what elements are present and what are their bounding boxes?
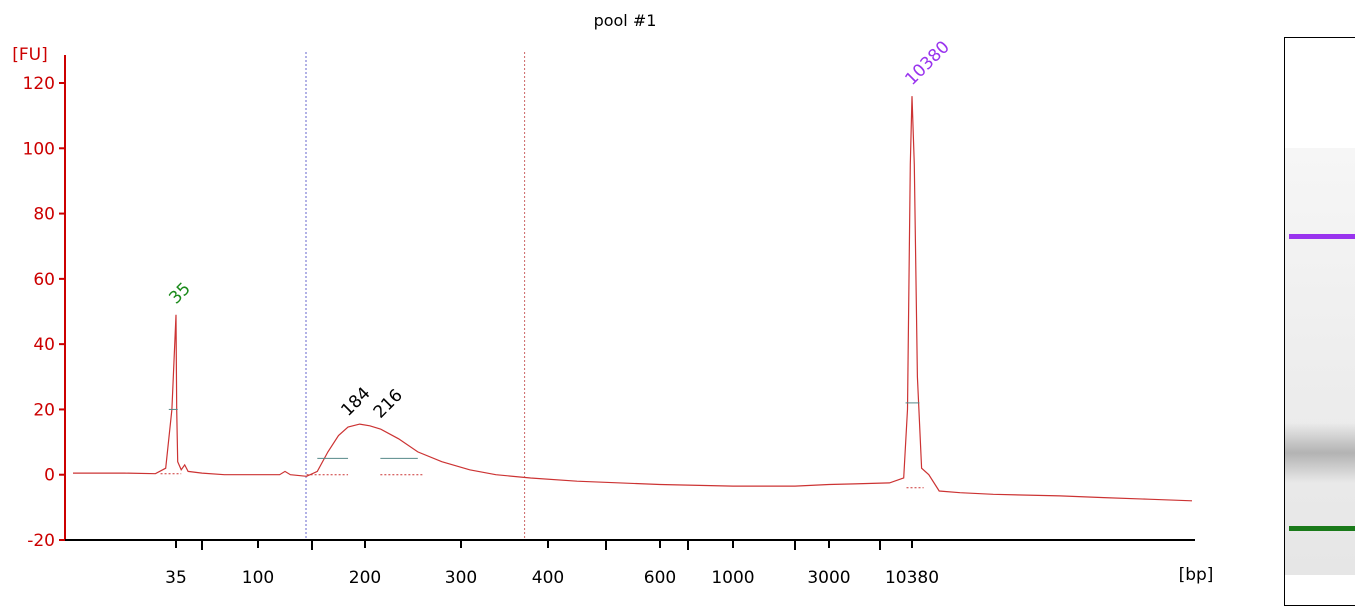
y-tick-label: -20 bbox=[27, 531, 55, 551]
electropherogram-trace bbox=[73, 96, 1193, 502]
y-tick-label: 20 bbox=[33, 400, 55, 420]
trace-series bbox=[73, 96, 1193, 502]
chart-title: pool #1 bbox=[594, 11, 657, 30]
region-markers bbox=[305, 52, 526, 540]
y-tick-label: 120 bbox=[23, 74, 55, 94]
peak-label: 35 bbox=[165, 279, 194, 308]
x-tick-label: 400 bbox=[532, 568, 564, 588]
y-tick-label: 80 bbox=[33, 205, 55, 225]
axis-ticks: -20 0 20 40 60 80 100 120 35 100 200 300 400 600 1000 3… bbox=[23, 74, 940, 588]
gel-band-lower-marker bbox=[1289, 526, 1355, 531]
electropherogram-chart: pool #1 [FU] [bp] -20 0 20 40 60 80 100 120 35 10… bbox=[12, 11, 1214, 588]
peak-label: 216 bbox=[370, 385, 407, 422]
gel-lane bbox=[1285, 148, 1355, 575]
y-tick-label: 60 bbox=[33, 270, 55, 290]
peak-label: 10380 bbox=[901, 37, 953, 89]
peak-label: 184 bbox=[337, 384, 374, 421]
y-axis-unit: [FU] bbox=[12, 45, 48, 65]
y-tick-label: 100 bbox=[23, 139, 55, 159]
x-tick-label: 35 bbox=[165, 568, 187, 588]
gel-lane-panel bbox=[1284, 37, 1355, 606]
x-tick-label: 3000 bbox=[807, 568, 850, 588]
x-axis-unit: [bp] bbox=[1179, 565, 1214, 585]
x-tick-label: 600 bbox=[644, 568, 676, 588]
y-tick-label: 0 bbox=[44, 466, 55, 486]
x-tick-label: 1000 bbox=[711, 568, 754, 588]
y-tick-label: 40 bbox=[33, 335, 55, 355]
gel-band-upper-marker bbox=[1289, 234, 1355, 239]
x-tick-label: 200 bbox=[349, 568, 381, 588]
x-tick-label: 100 bbox=[242, 568, 274, 588]
axes bbox=[64, 55, 1195, 541]
x-tick-label: 10380 bbox=[885, 568, 939, 588]
x-tick-label: 300 bbox=[445, 568, 477, 588]
gel-smear bbox=[1285, 423, 1355, 483]
